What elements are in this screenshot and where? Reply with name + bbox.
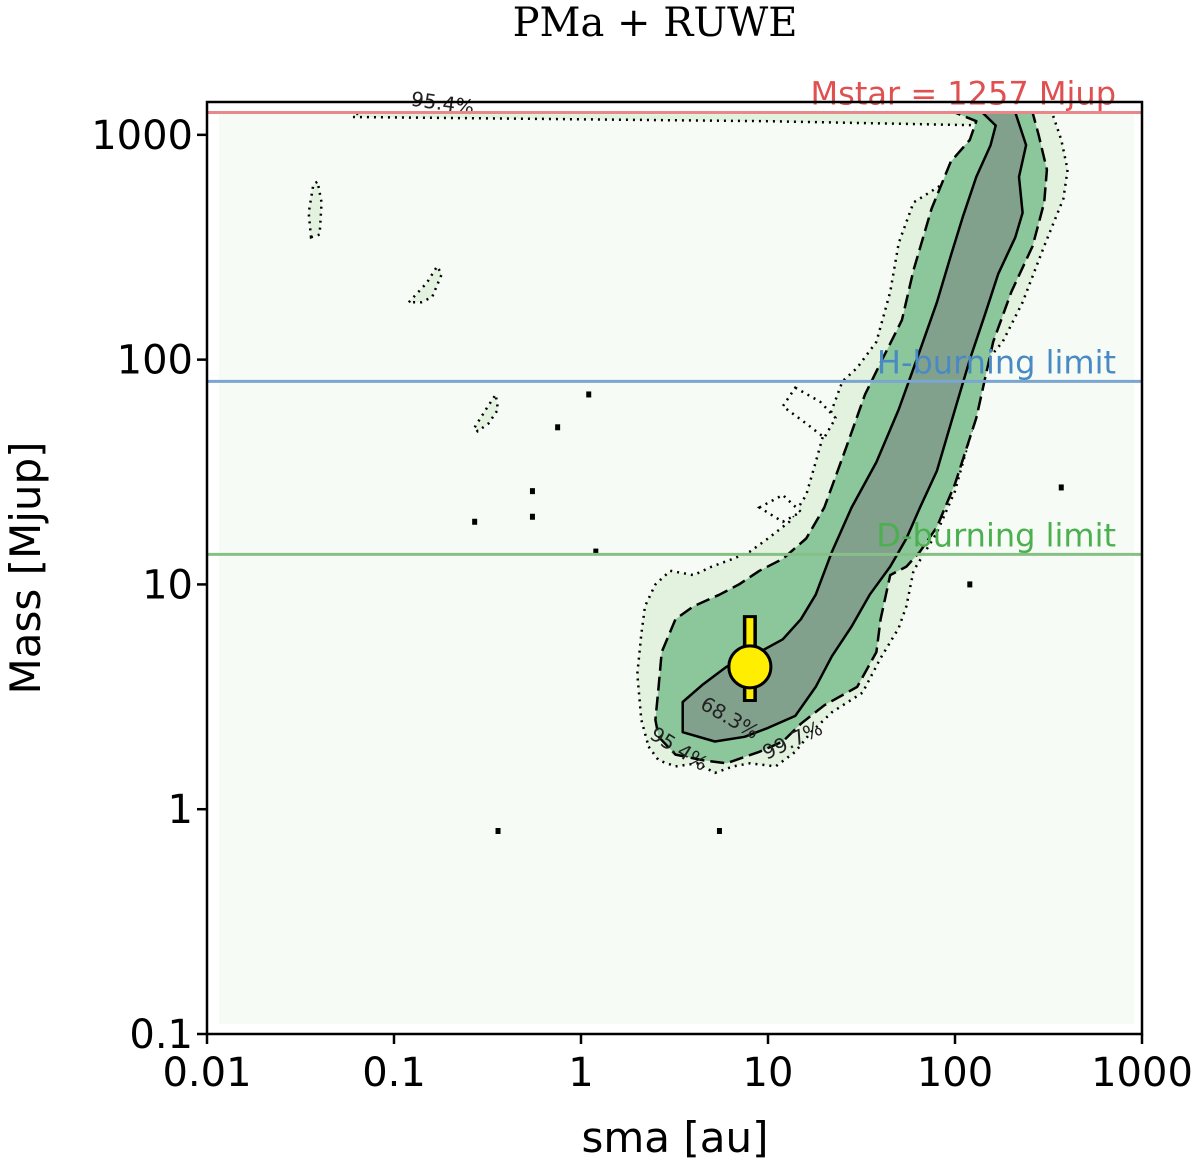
contour-island [405,263,444,304]
x-tick-label: 10 [743,1050,794,1096]
contour-speck [967,581,973,588]
reference-label-mstar: Mstar = 1257 Mjup [811,75,1116,113]
contour-speck [495,827,501,834]
y-tick-label: 1000 [91,113,193,159]
plot-frame [205,100,1144,1036]
x-tick-label: 1000 [1091,1050,1193,1096]
contour-island [473,391,500,434]
x-tick-label: 100 [917,1050,993,1096]
contour-speck [1058,484,1064,491]
contour-speck [472,518,478,525]
chart-title: PMa + RUWE [513,0,798,46]
y-axis-label: Mass [Mjup] [1,441,50,694]
contour-hole [756,493,804,524]
marker-point [727,644,773,690]
contour-island [307,179,323,239]
reference-label-h-burning: H-burning limit [877,343,1116,381]
contour-region-68-3pct [681,111,1028,743]
contour-hole [781,386,838,440]
y-tick-label: 100 [117,338,193,384]
x-tick-label: 0.01 [162,1050,251,1096]
contour-speck [529,488,535,495]
x-tick-label: 1 [568,1050,593,1096]
y-tick-label: 1 [168,787,193,833]
reference-label-d-burning: D-burning limit [876,516,1116,554]
contour-speck [593,548,599,555]
contour-speck [586,391,592,398]
y-tick-label: 10 [142,562,193,608]
contour-speck [529,513,535,520]
contour-speck [555,424,561,431]
contour-speck [716,827,722,834]
x-tick-label: 0.1 [362,1050,426,1096]
y-tick-label: 0.1 [129,1012,193,1058]
contour-region-99-7pct [351,111,1069,775]
plot-area: 95.4%68.3%95.4% 99.7%Mstar = 1257 MjupH-b… [91,75,1193,1096]
x-axis-label: sma [au] [581,1113,768,1162]
